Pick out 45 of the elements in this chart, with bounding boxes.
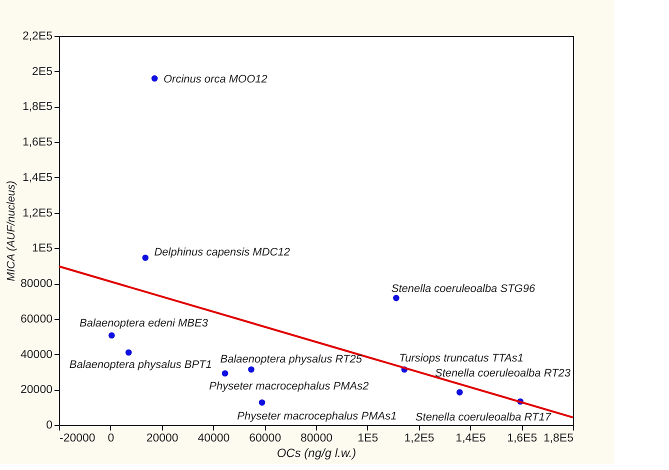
x-tick-label: 80000 [300,432,332,444]
y-tick-label: 1,4E5 [22,172,52,184]
point [222,370,228,377]
x-tick-label: 1,2E5 [404,432,434,444]
x-tick-label: 60000 [249,432,282,444]
point [125,349,132,356]
y-tick-label: 60000 [20,313,52,326]
y-tick-label: 2E5 [32,66,52,78]
y-tick-label: 1,6E5 [22,136,52,149]
y-tick-label: 2,2E5 [22,30,52,42]
annotation: Stenella coeruleoalba STG96 [391,283,536,296]
point [393,294,400,302]
annotation: Orcinus orca MOO12 [163,73,268,86]
y-tick-label: 80000 [20,278,52,290]
y-tick-label: 20000 [20,384,52,396]
annotation: Stenella coeruleoalba RT23 [434,367,572,380]
x-tick-label: 1,8E5 [543,432,574,444]
y-tick-label: 1,8E5 [22,101,52,114]
x-tick-label: 1E5 [358,432,378,444]
annotation: Balaenoptera physalus BPT1 [69,358,212,371]
annotation: Stenella coeruleoalba RT17 [415,411,552,424]
point [142,254,149,261]
x-tick-label: -20000 [60,432,96,444]
point [108,332,115,339]
x-tick-label: 0 [108,432,114,444]
annotation: Balaenoptera edeni MBE3 [80,317,209,330]
annotation: Delphinus capensis MDC12 [154,246,290,259]
x-tick-label: 20000 [146,432,178,444]
y-tick-label: 40000 [20,348,52,361]
annotation: Physeter macrocephalus PMAs2 [209,380,369,392]
y-tick-label: 0 [46,420,52,432]
point [456,389,463,396]
annotation: Tursiops truncatus TTAs1 [399,352,524,364]
point [258,399,266,406]
y-axis-title: MICA (AUF/nucleus) [6,180,18,282]
y-tick-label: 1E5 [32,242,52,255]
annotation: Balaenoptera physalus RT25 [220,353,363,366]
point [151,75,158,82]
y-tick-label: 1,2E5 [22,207,52,220]
point [248,366,254,373]
x-axis-title: OCs (ng/g l.w.) [276,446,356,460]
x-tick-label: 1,4E5 [456,432,486,444]
x-tick-label: 40000 [198,432,230,444]
x-tick-label: 1,6E5 [507,432,538,444]
annotation: Physeter macrocephalus PMAs1 [237,410,397,423]
